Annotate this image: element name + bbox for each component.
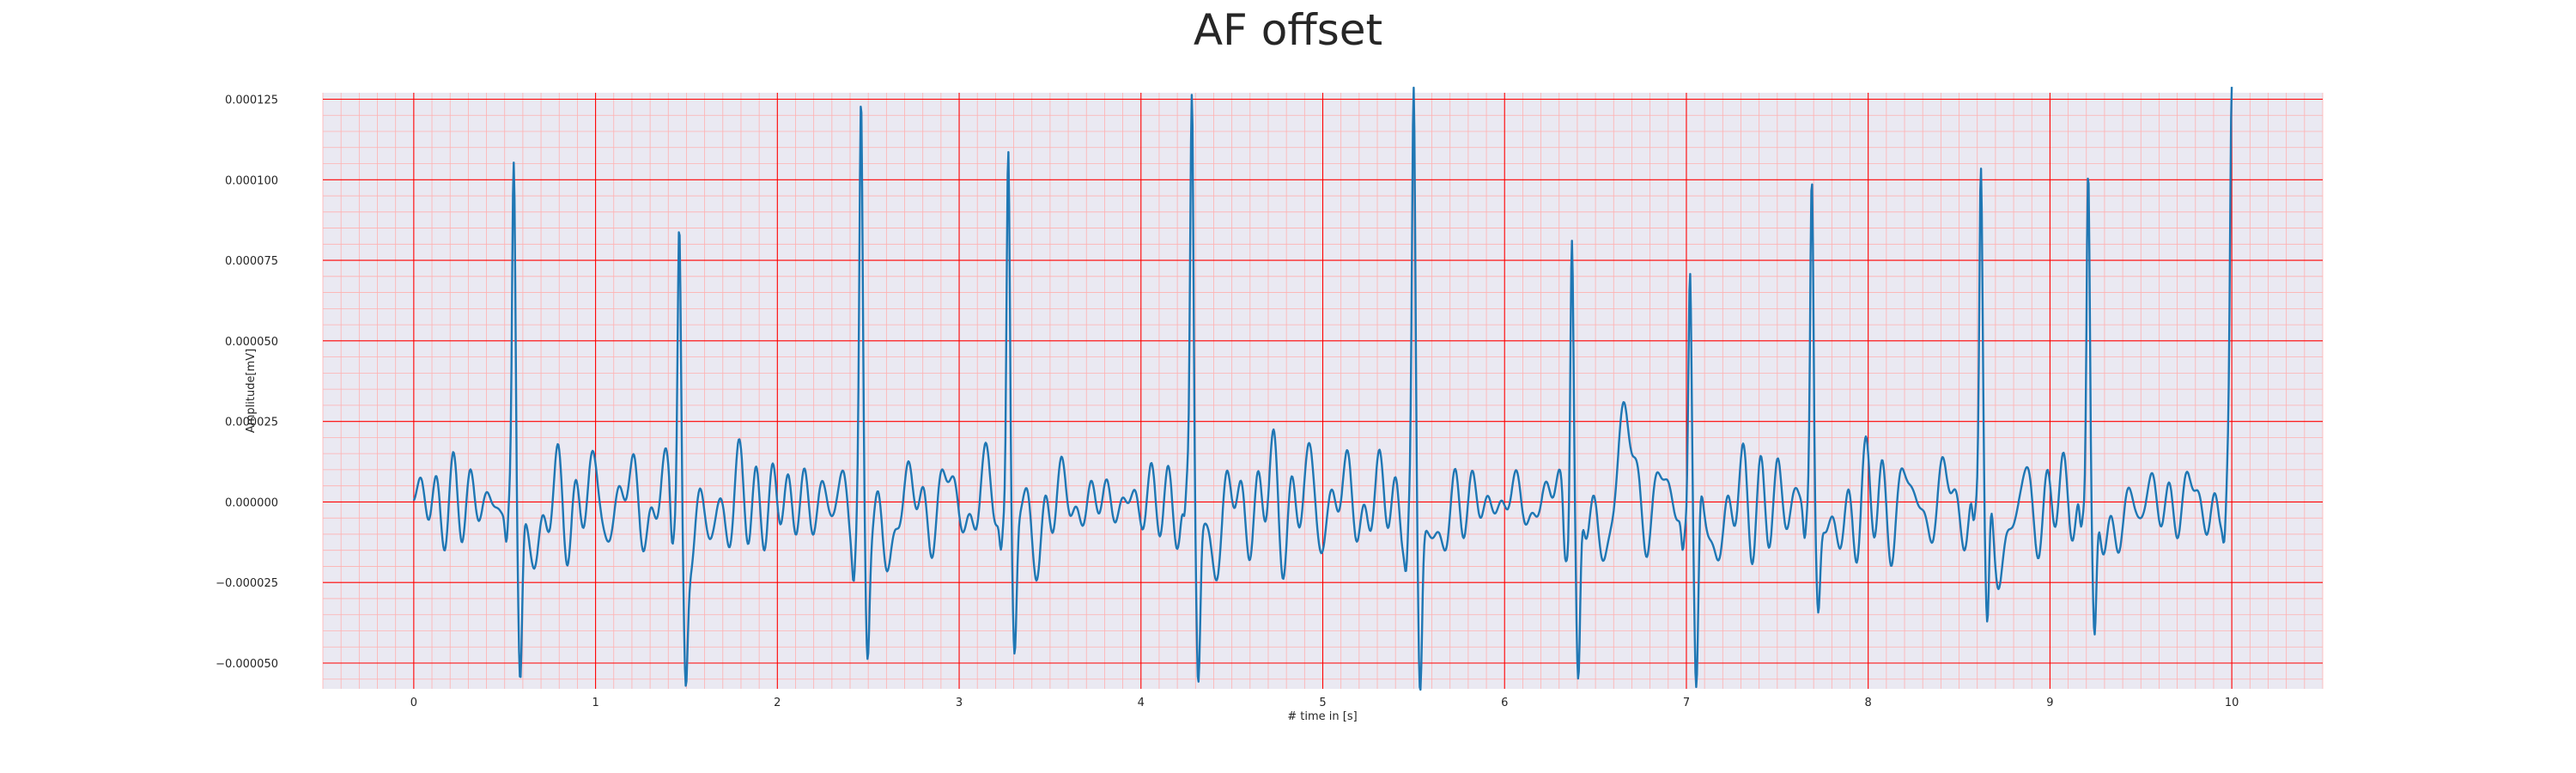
major-grid <box>323 93 2323 689</box>
y-tick-label: 0.000125 <box>225 94 278 107</box>
x-tick-label: 8 <box>1865 697 1872 709</box>
x-tick-label: 4 <box>1138 697 1145 709</box>
y-tick-label: −0.000050 <box>216 658 278 671</box>
y-tick-label: 0.000000 <box>225 496 278 509</box>
y-tick-label: 0.000100 <box>225 174 278 187</box>
y-axis-label: Amplitude[mV] <box>245 349 258 433</box>
y-tick-labels: −0.000050 −0.000025 0.000000 0.000025 0.0000… <box>216 94 278 671</box>
x-tick-label: 7 <box>1683 697 1690 709</box>
y-tick-label: 0.000075 <box>225 255 278 268</box>
y-tick-label: 0.000025 <box>225 417 278 429</box>
y-tick-label: −0.000025 <box>216 577 278 590</box>
x-axis-label: # time in [s] <box>1287 710 1357 723</box>
x-tick-label: 3 <box>956 697 963 709</box>
x-tick-label: 6 <box>1501 697 1508 709</box>
x-tick-label: 5 <box>1319 697 1326 709</box>
x-tick-label: 0 <box>410 697 417 709</box>
ecg-signal-line <box>412 86 2233 691</box>
x-tick-labels: 0 1 2 3 4 5 6 7 8 9 10 <box>410 697 2239 709</box>
y-tick-label: 0.000050 <box>225 336 278 349</box>
x-tick-label: 9 <box>2046 697 2053 709</box>
x-tick-label: 2 <box>774 697 781 709</box>
x-tick-label: 10 <box>2225 697 2239 709</box>
chart-title: AF offset <box>1194 5 1382 55</box>
x-tick-label: 1 <box>592 697 598 709</box>
